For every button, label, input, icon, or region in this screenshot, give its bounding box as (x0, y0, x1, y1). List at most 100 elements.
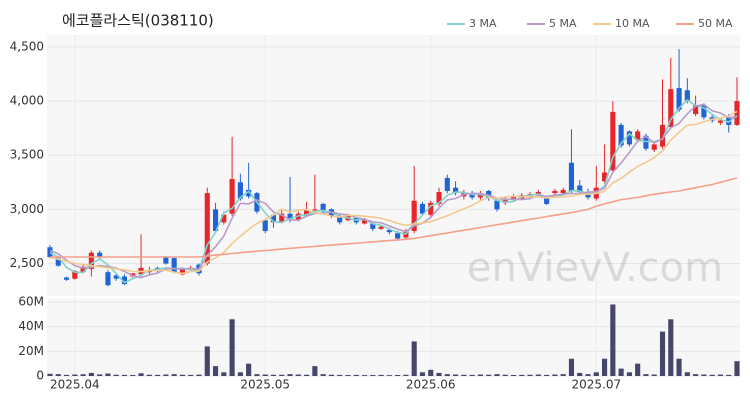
candle-body (204, 193, 210, 264)
volume-bar (320, 374, 326, 376)
candle-body (88, 252, 94, 269)
y-tick-label: 4,000 (10, 94, 44, 108)
legend-label: 10 MA (615, 17, 650, 30)
volume-bar (262, 374, 268, 376)
volume-bar (701, 374, 707, 376)
volume-bar (519, 374, 525, 376)
volume-bar (510, 375, 517, 376)
candle-body (717, 120, 724, 123)
volume-bar (155, 374, 161, 376)
candle-body (602, 172, 608, 182)
volume-bar (544, 374, 550, 376)
volume-bar (97, 374, 103, 376)
volume-bar (370, 375, 376, 376)
candle-body (163, 257, 169, 264)
volume-bar (717, 374, 724, 376)
volume-bar (726, 374, 732, 376)
candle-body (63, 277, 70, 280)
volume-bar (395, 375, 401, 376)
candle-body (676, 88, 682, 110)
candle-body (386, 229, 392, 233)
x-tick-label: 2025.06 (406, 378, 456, 392)
volume-bar (337, 374, 343, 376)
volume-bar (188, 374, 194, 376)
candle-body (304, 210, 310, 216)
volume-bar (196, 374, 202, 376)
candle-body (121, 276, 128, 285)
candle-body (212, 209, 219, 232)
candle-body (444, 177, 450, 191)
volume-bar (270, 374, 277, 376)
volume-bar (237, 372, 243, 376)
x-tick-label: 2025.04 (50, 378, 100, 392)
volume-bar (419, 372, 426, 376)
chart-title: 에코플라스틱(038110) (62, 12, 214, 30)
volume-bar (304, 374, 310, 376)
candle-body (428, 202, 434, 215)
volume-bar (535, 374, 541, 376)
volume-bar (312, 366, 318, 376)
x-tick-label: 2025.05 (240, 378, 290, 392)
volume-bar (486, 374, 492, 376)
volume-bar (130, 375, 136, 376)
volume-bar (47, 373, 53, 376)
volume-bar (610, 304, 616, 376)
legend-label: 3 MA (469, 17, 497, 30)
candle-body (502, 198, 508, 203)
volume-bar (204, 346, 210, 376)
y-tick-label: 4,500 (10, 39, 44, 53)
volume-bar (353, 374, 359, 376)
volume-bar (659, 331, 666, 376)
volume-bar (577, 372, 583, 376)
volume-bar (568, 358, 575, 376)
candle-body (237, 182, 243, 199)
volume-bar (146, 374, 152, 376)
candle-body (618, 124, 624, 146)
volume-bar (585, 374, 591, 376)
candle-body (105, 272, 111, 286)
y-tick-label: 3,500 (10, 148, 44, 162)
volume-bar (560, 374, 566, 376)
candle-body (560, 189, 566, 194)
volume-bar (502, 374, 508, 376)
volume-bar (246, 363, 252, 376)
volume-bar (386, 375, 392, 376)
candle-body (287, 213, 293, 221)
candle-body (246, 189, 252, 197)
candle-body (684, 90, 690, 102)
candle-body (72, 271, 78, 279)
candle-body (221, 214, 227, 223)
candle-body (544, 198, 550, 204)
volume-bar (693, 374, 699, 376)
volume-bar (676, 358, 682, 376)
candle-body (568, 162, 575, 191)
volume-bar (618, 368, 624, 376)
volume-bar (453, 374, 459, 376)
volume-bar (477, 374, 483, 376)
x-tick-label: 2025.07 (571, 378, 621, 392)
volume-bar (428, 369, 434, 376)
volume-bar (668, 319, 674, 376)
candle-body (659, 124, 666, 147)
volume-bar (635, 363, 641, 376)
volume-bar (163, 374, 169, 376)
candle-body (337, 215, 343, 223)
candle-body (55, 257, 61, 266)
volume-bar (345, 375, 351, 376)
volume-bar (626, 372, 632, 376)
y-tick-label: 3,000 (10, 202, 44, 216)
volume-bar (287, 374, 293, 376)
volume-bar (643, 374, 649, 376)
candle-body (378, 226, 384, 229)
volume-bar (138, 373, 144, 376)
candle-body (693, 105, 699, 115)
volume-bar (461, 374, 467, 376)
volume-bar (444, 374, 450, 376)
candle-body (552, 190, 558, 194)
candle-body (395, 233, 401, 239)
volume-bar (121, 374, 128, 376)
volume-bar (88, 372, 94, 376)
candle-body (312, 209, 318, 211)
volume-bar (593, 372, 599, 376)
candle-body (651, 144, 657, 150)
